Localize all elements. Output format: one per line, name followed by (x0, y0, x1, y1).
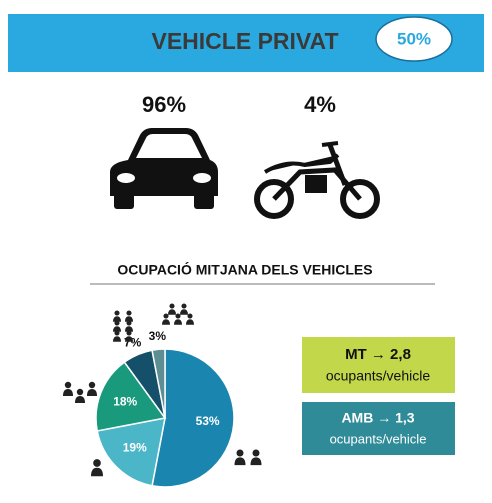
person-head (181, 303, 187, 309)
person-body (168, 309, 176, 315)
person-body (75, 396, 85, 403)
person-body (63, 389, 73, 396)
header-title: VEHICLE PRIVAT (152, 28, 339, 54)
person-body (180, 309, 188, 315)
person-body (174, 319, 182, 325)
person-body (87, 389, 97, 396)
person-head (175, 313, 181, 319)
person-head (114, 330, 120, 336)
person-body (125, 326, 133, 332)
person-body (113, 336, 121, 342)
person-head (114, 310, 120, 316)
slice-label: 53% (196, 414, 220, 428)
amb-text: ocupants/vehicle (330, 431, 427, 446)
moto-share: 4% (304, 92, 336, 117)
pie: 53%19%18%7% 3% (95, 329, 235, 488)
amb-box (302, 402, 455, 455)
person-head (93, 459, 101, 467)
person-head (187, 313, 193, 319)
mt-box (302, 337, 455, 393)
person-head (163, 313, 169, 319)
person-head (126, 310, 132, 316)
slice-label: 19% (123, 440, 147, 454)
pie-slice (95, 361, 167, 432)
person-head (114, 320, 120, 326)
pie-slice (151, 348, 235, 488)
slice-label: 18% (113, 394, 137, 408)
amb-title: AMB → 1,3 (341, 410, 414, 426)
person-body (113, 316, 121, 322)
slice-label: 3% (149, 329, 167, 343)
person-head (169, 303, 175, 309)
pie-slice (96, 417, 166, 487)
person-head (252, 449, 260, 457)
person-body (125, 336, 133, 342)
person-head (126, 330, 132, 336)
pie-title: OCUPACIÓ MITJANA DELS VEHICLES (117, 261, 372, 278)
person-head (76, 388, 84, 396)
people-icons (63, 303, 262, 477)
person-head (88, 381, 96, 389)
person-body (250, 457, 262, 466)
moto-icon (254, 141, 380, 219)
badge-text: 50% (397, 29, 431, 48)
person-body (91, 467, 103, 477)
car-share: 96% (142, 92, 186, 117)
person-head (236, 449, 244, 457)
mt-text: ocupants/vehicle (326, 368, 431, 384)
badge (375, 16, 453, 62)
person-body (186, 319, 194, 325)
pie-slice (151, 348, 166, 419)
person-head (64, 381, 72, 389)
person-head (126, 320, 132, 326)
person-body (162, 319, 170, 325)
person-body (125, 316, 133, 322)
person-body (113, 326, 121, 332)
mt-title: MT → 2,8 (345, 346, 411, 363)
car-icon (110, 128, 218, 209)
person-body (234, 457, 246, 466)
